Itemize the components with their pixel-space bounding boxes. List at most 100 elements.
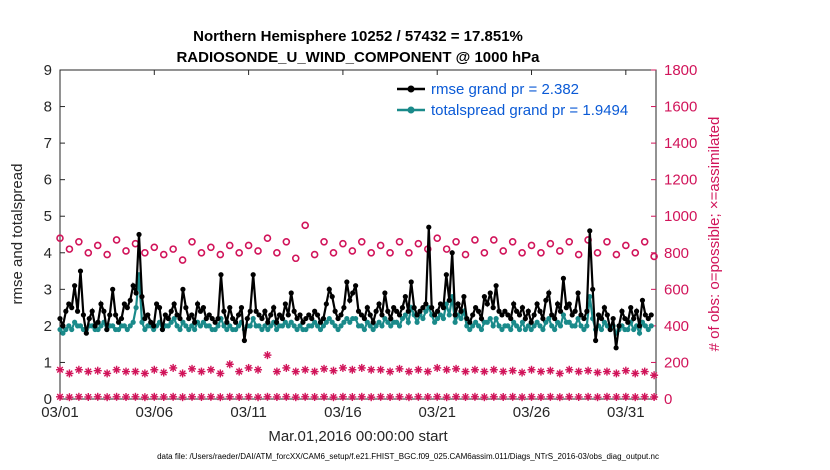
rmse-point: [525, 308, 531, 314]
rmse-point: [326, 286, 332, 292]
assimilated-point: [188, 392, 197, 401]
assimilated-point: [272, 367, 281, 376]
rmse-point: [546, 290, 552, 296]
assimilated-point: [470, 392, 479, 401]
totalspread-point: [124, 326, 130, 333]
x-tick-label: 03/31: [607, 404, 645, 421]
assimilated-point: [140, 369, 149, 378]
totalspread-point: [566, 319, 572, 325]
possible-point: [93, 241, 102, 250]
assimilated-point: [527, 365, 536, 374]
assimilated-point: [584, 392, 593, 401]
assimilated-point: [84, 367, 93, 376]
rmse-point: [467, 319, 473, 325]
y-right-tick-label: 1200: [664, 172, 697, 189]
rmse-point: [420, 305, 426, 311]
possible-point: [291, 254, 300, 263]
rmse-point: [66, 301, 72, 307]
assimilated-point: [329, 393, 338, 402]
assimilated-point: [291, 393, 300, 402]
totalspread-point: [338, 323, 344, 329]
y-axis-left: 0 1 2 3 4 5 6 7 8 9: [44, 62, 65, 408]
rmse-point: [253, 308, 259, 314]
rmse-point: [80, 312, 87, 318]
assimilated-point: [584, 366, 593, 375]
series-assimilated: [56, 351, 659, 380]
assimilated-point: [508, 392, 517, 401]
totalspread-point: [367, 323, 373, 329]
rmse-point: [174, 312, 180, 318]
assimilated-point: [338, 392, 347, 401]
rmse-point: [89, 308, 95, 314]
rmse-point: [578, 312, 584, 318]
rmse-point: [197, 308, 204, 314]
totalspread-point: [537, 323, 543, 329]
totalspread-point: [490, 323, 496, 329]
y-right-tick-label: 1000: [664, 208, 697, 225]
rmse-point: [309, 315, 315, 322]
assimilated-point: [263, 351, 272, 360]
rmse-point: [560, 275, 567, 281]
rmse-point: [133, 290, 139, 296]
legend-rmse-marker: [407, 85, 415, 93]
totalspread-point: [130, 319, 136, 325]
assimilated-point: [103, 369, 112, 378]
rmse-point: [233, 319, 239, 325]
assimilated-point: [621, 392, 630, 401]
assimilated-point: [65, 369, 74, 378]
assimilated-point: [621, 366, 630, 375]
assimilated-point: [235, 392, 244, 401]
rmse-point: [300, 319, 306, 325]
possible-point: [273, 248, 281, 257]
totalspread-point: [625, 326, 631, 333]
rmse-point: [437, 301, 444, 307]
assimilated-point: [376, 392, 385, 401]
rmse-point: [458, 308, 464, 314]
assimilated-point: [169, 392, 178, 401]
assimilated-point: [140, 393, 149, 402]
possible-point: [254, 247, 262, 255]
rmse-point: [186, 315, 192, 322]
assimilated-point: [320, 364, 329, 373]
rmse-point: [432, 312, 438, 318]
totalspread-point: [303, 326, 309, 333]
y-left-tick-label: 8: [44, 99, 52, 116]
totalspread-point: [233, 326, 239, 333]
assimilated-point: [640, 392, 649, 401]
possible-point: [508, 238, 517, 246]
assimilated-point: [536, 392, 545, 401]
rmse-point: [487, 290, 493, 296]
totalspread-point: [437, 312, 444, 318]
rmse-point: [139, 294, 145, 300]
assimilated-point: [254, 393, 263, 402]
totalspread-point: [642, 323, 648, 329]
rmse-point: [399, 305, 406, 311]
y-right-tick-label: 400: [664, 318, 689, 335]
assimilated-point: [112, 392, 121, 401]
possible-point: [556, 247, 564, 255]
totalspread-point: [317, 326, 324, 333]
rmse-point: [218, 272, 224, 278]
possible-point: [207, 243, 215, 252]
assimilated-point: [329, 366, 338, 375]
rmse-point: [408, 279, 414, 285]
possible-point: [56, 234, 64, 242]
possible-point: [376, 241, 385, 250]
assimilated-point: [555, 369, 564, 378]
rmse-point: [329, 294, 335, 300]
totalspread-point: [358, 323, 365, 329]
totalspread-point: [443, 301, 449, 307]
assimilated-point: [93, 392, 102, 401]
totalspread-point: [432, 319, 438, 325]
rmse-point: [63, 308, 69, 314]
totalspread-point: [598, 326, 605, 333]
assimilated-point: [367, 393, 376, 402]
totalspread-point: [282, 319, 288, 325]
possible-point: [593, 248, 602, 257]
totalspread-point: [487, 315, 493, 322]
totalspread-point: [473, 319, 479, 325]
series-rmse: [57, 224, 654, 351]
totalspread-point: [511, 319, 517, 325]
rmse-point: [209, 315, 215, 322]
assimilated-point: [216, 393, 225, 402]
